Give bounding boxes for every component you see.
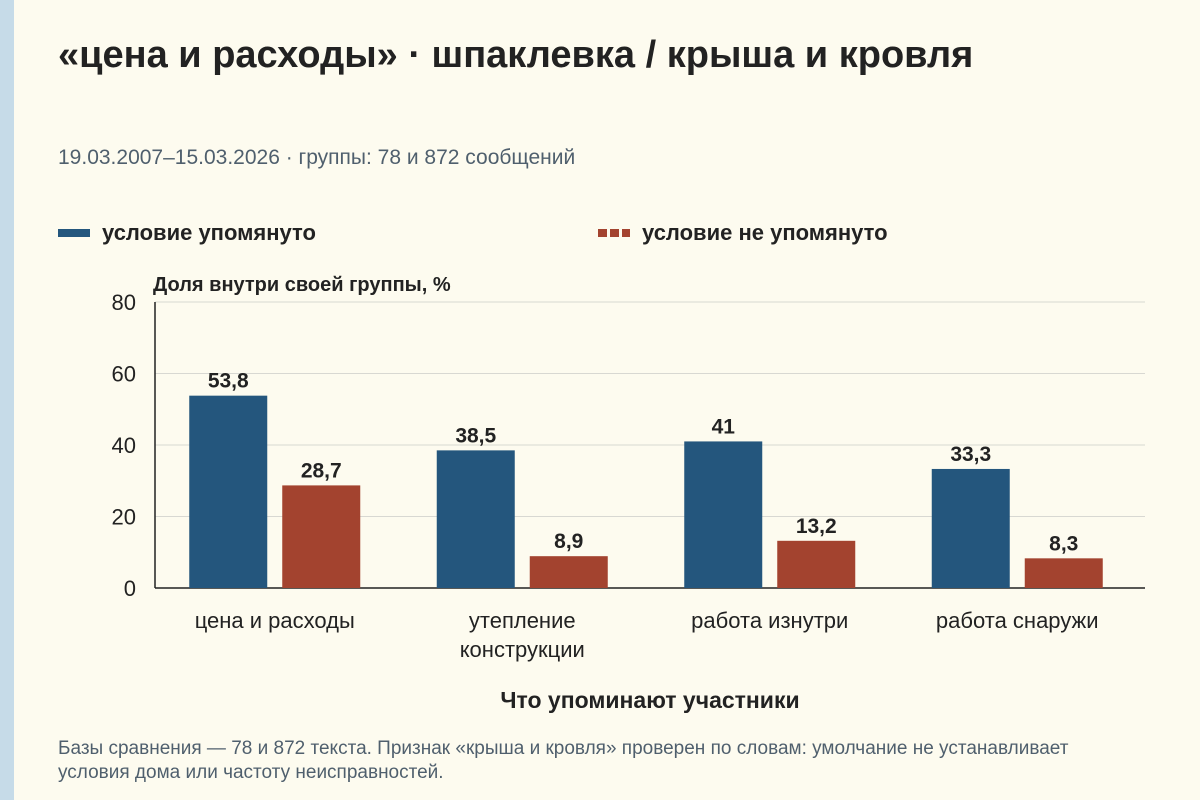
x-tick-label: работа снаружи xyxy=(936,608,1099,633)
bar xyxy=(189,395,268,588)
y-axis-label: Доля внутри своей группы, % xyxy=(153,274,451,296)
bar xyxy=(931,468,1010,588)
y-tick-label: 0 xyxy=(124,576,136,601)
bar xyxy=(1024,558,1103,588)
y-tick-label: 60 xyxy=(112,362,136,387)
bar xyxy=(684,441,763,588)
y-tick-label: 80 xyxy=(112,290,136,315)
chart-title: «цена и расходы» · шпаклевка / крыша и к… xyxy=(58,34,974,76)
legend-swatch-mentioned xyxy=(58,229,90,237)
bar-value-label: 33,3 xyxy=(950,443,991,466)
bar-value-label: 8,3 xyxy=(1049,532,1078,555)
bar xyxy=(282,485,361,588)
legend-swatch-not-mentioned xyxy=(598,229,630,237)
side-strip xyxy=(0,0,14,800)
y-tick-label: 20 xyxy=(112,505,136,530)
bar-value-label: 38,5 xyxy=(455,424,496,447)
bar-value-label: 28,7 xyxy=(301,459,342,482)
x-tick-label: цена и расходы xyxy=(195,608,355,633)
legend-item-not-mentioned: условие не упомянуто xyxy=(598,218,888,248)
x-tick-label: работа изнутри xyxy=(691,608,848,633)
bar-value-label: 13,2 xyxy=(796,515,837,538)
y-tick-label: 40 xyxy=(112,433,136,458)
bar-value-label: 53,8 xyxy=(208,370,249,393)
bar-value-label: 8,9 xyxy=(554,530,583,553)
x-tick-label: конструкции xyxy=(460,637,585,662)
legend-item-mentioned: условие упомянуто xyxy=(58,218,316,248)
x-axis-label: Что упоминают участники xyxy=(500,687,799,713)
bar xyxy=(529,556,608,588)
chart-subtitle: 19.03.2007–15.03.2026 · группы: 78 и 872… xyxy=(58,146,576,169)
legend-label-not-mentioned: условие не упомянуто xyxy=(642,220,888,245)
legend-label-mentioned: условие упомянуто xyxy=(102,220,316,245)
bar-value-label: 41 xyxy=(712,415,736,438)
bar xyxy=(436,450,515,588)
bar xyxy=(777,540,856,588)
x-tick-label: утепление xyxy=(469,608,576,633)
footnote: Базы сравнения — 78 и 872 текста. Призна… xyxy=(58,738,1069,783)
